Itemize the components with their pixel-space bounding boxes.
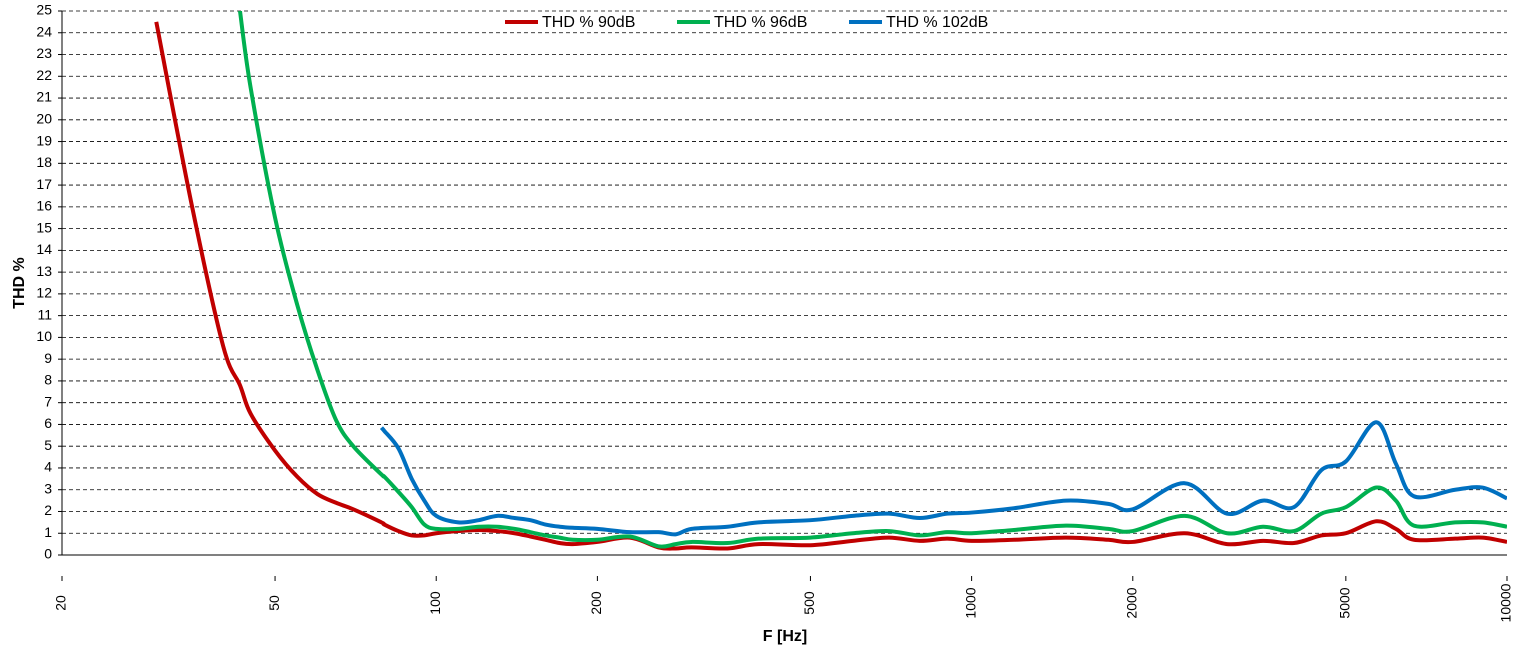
y-tick-label: 8 (44, 372, 52, 388)
y-tick-label: 14 (36, 241, 52, 257)
y-tick-label: 21 (36, 89, 52, 105)
x-tick-label: 1000 (962, 587, 978, 618)
x-tick-label: 50 (266, 595, 282, 611)
y-tick-label: 10 (36, 328, 52, 344)
y-tick-label: 12 (36, 285, 52, 301)
y-tick-label: 9 (44, 350, 52, 366)
x-axis-label: F [Hz] (763, 628, 807, 645)
y-tick-label: 4 (44, 459, 52, 475)
data-line (379, 420, 1507, 537)
y-axis-label: THD % (11, 257, 28, 309)
x-tick-label: 100 (427, 591, 443, 615)
legend-label: THD % 102dB (886, 14, 988, 31)
data-line (238, 11, 1507, 549)
legend-label: THD % 96dB (714, 14, 807, 31)
y-tick-label: 11 (37, 306, 52, 322)
legend-label: THD % 90dB (542, 14, 635, 31)
y-tick-label: 7 (44, 393, 52, 409)
y-tick-label: 25 (36, 2, 52, 18)
y-tick-label: 17 (36, 176, 52, 192)
x-tick-label: 10000 (1498, 583, 1514, 622)
y-tick-label: 3 (44, 480, 52, 496)
y-tick-label: 13 (36, 263, 52, 279)
y-tick-label: 1 (44, 524, 52, 540)
y-tick-label: 15 (36, 219, 52, 235)
x-tick-label: 200 (588, 591, 604, 615)
y-tick-label: 18 (36, 154, 52, 170)
x-tick-label: 500 (801, 591, 817, 615)
y-tick-label: 19 (36, 132, 52, 148)
plot-lines (154, 11, 1507, 551)
y-tick-label: 24 (36, 23, 52, 39)
y-tick-label: 6 (44, 415, 52, 431)
y-tick-label: 2 (44, 502, 52, 518)
x-tick-label: 20 (53, 595, 69, 611)
data-line (154, 21, 1507, 551)
x-tick-label: 5000 (1337, 587, 1353, 618)
x-tick-label: 2000 (1123, 587, 1139, 618)
y-tick-label: 0 (44, 546, 52, 562)
y-tick-label: 5 (44, 437, 52, 453)
y-tick-label: 22 (36, 67, 52, 83)
y-tick-label: 20 (36, 111, 52, 127)
y-tick-label: 23 (36, 45, 52, 61)
y-tick-label: 16 (36, 198, 52, 214)
